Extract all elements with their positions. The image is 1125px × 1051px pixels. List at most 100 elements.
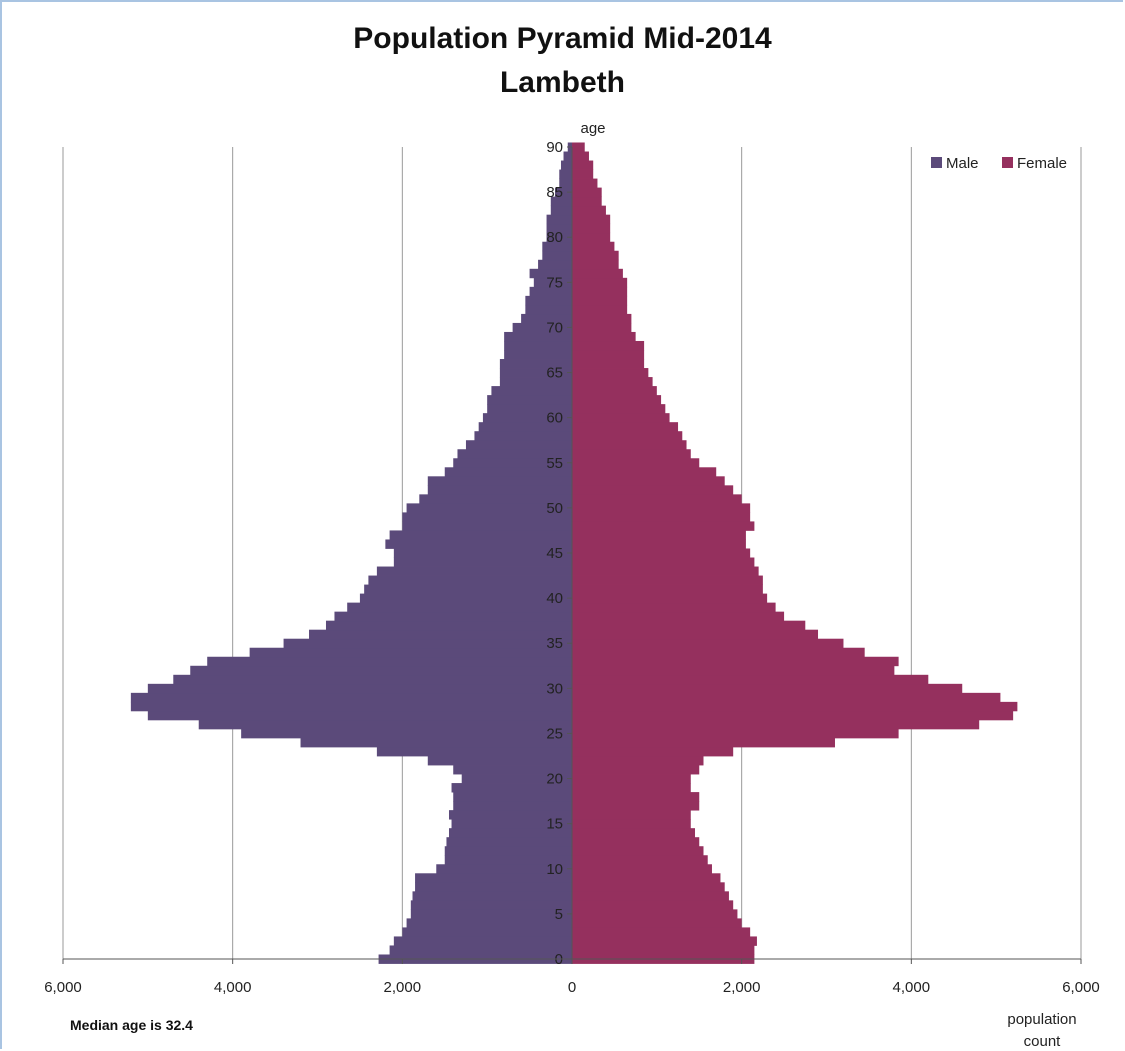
bar-male — [546, 223, 572, 234]
bar-male — [241, 728, 572, 739]
bar-male — [334, 611, 572, 622]
male-bars — [130, 142, 573, 964]
bar-female — [572, 449, 691, 459]
x-axis: 6,000 4,000 2,000 0 2,000 4,000 6,000 — [44, 958, 1100, 996]
bar-female — [572, 476, 725, 486]
bar-male — [147, 683, 573, 694]
y-tick-label: 25 — [546, 725, 563, 742]
bar-male — [412, 891, 572, 901]
bar-male — [427, 485, 572, 495]
bar-male — [560, 160, 572, 170]
bar-female — [572, 413, 670, 423]
y-tick-label: 45 — [546, 545, 563, 562]
bar-male — [559, 169, 572, 179]
x-axis-label-line-2: count — [1024, 1033, 1062, 1050]
bar-female — [572, 728, 899, 739]
y-tick-label: 55 — [546, 455, 563, 472]
y-tick-label: 50 — [546, 500, 563, 517]
bar-female — [572, 792, 700, 802]
bar-female — [572, 918, 742, 928]
y-tick-label: 15 — [546, 816, 563, 833]
bar-female — [572, 539, 746, 549]
bar-male — [533, 277, 572, 288]
bar-male — [542, 250, 572, 261]
bar-male — [504, 340, 572, 351]
bar-male — [427, 756, 572, 766]
bar-female — [572, 286, 628, 297]
bar-female — [572, 783, 691, 793]
bar-male — [427, 476, 572, 486]
bar-male — [546, 214, 572, 225]
bar-male — [555, 187, 572, 198]
bar-male — [529, 268, 572, 279]
bar-male — [389, 945, 572, 955]
bar-male — [487, 404, 572, 414]
bar-female — [572, 322, 632, 333]
legend-swatch-female — [1002, 157, 1013, 168]
bar-female — [572, 512, 751, 522]
bar-male — [249, 647, 572, 658]
bar-male — [444, 846, 572, 856]
bar-male — [130, 701, 572, 712]
bar-male — [478, 422, 572, 432]
bar-female — [572, 223, 611, 234]
bar-male — [385, 539, 572, 549]
y-axis-label: age — [580, 120, 605, 137]
bar-female — [572, 665, 895, 676]
bar-male — [359, 593, 572, 604]
bar-male — [309, 629, 572, 640]
bar-female — [572, 458, 700, 468]
bar-male — [461, 774, 572, 784]
bar-male — [499, 359, 572, 369]
bar-female — [572, 837, 700, 847]
bar-male — [406, 503, 572, 513]
x-tick-label: 0 — [568, 979, 576, 996]
bar-female — [572, 620, 806, 631]
bar-female — [572, 241, 615, 252]
median-age-annotation: Median age is 32.4 — [70, 1017, 193, 1033]
bar-male — [393, 557, 572, 567]
bar-female — [572, 692, 1001, 703]
y-tick-label: 35 — [546, 635, 563, 652]
bar-female — [572, 846, 704, 856]
bar-female — [572, 187, 602, 198]
bar-male — [525, 295, 572, 306]
bar-male — [451, 819, 572, 829]
legend: Male Female — [931, 155, 1067, 172]
bar-male — [499, 368, 572, 378]
bar-female — [572, 422, 679, 432]
bar-female — [572, 810, 691, 820]
legend-swatch-male — [931, 157, 942, 168]
bar-female — [572, 313, 632, 324]
bar-male — [410, 900, 572, 910]
bar-male — [376, 566, 572, 576]
bar-female — [572, 160, 594, 170]
bar-female — [572, 277, 628, 288]
y-tick-label: 80 — [546, 229, 563, 246]
bar-female — [572, 593, 768, 604]
bar-female — [572, 530, 746, 540]
bar-male — [406, 918, 572, 928]
bar-male — [325, 620, 572, 631]
bar-male — [419, 494, 572, 504]
x-tick-label: 2,000 — [384, 979, 422, 996]
bar-male — [393, 936, 572, 946]
bar-female — [572, 719, 980, 730]
bar-male — [368, 575, 572, 585]
bar-female — [572, 611, 785, 622]
x-tick-label: 6,000 — [1062, 979, 1100, 996]
bar-male — [402, 512, 572, 522]
bar-female — [572, 359, 645, 369]
x-tick-label: 4,000 — [893, 979, 931, 996]
bar-female — [572, 855, 708, 865]
bar-male — [198, 719, 572, 730]
bar-male — [546, 232, 572, 243]
bar-male — [415, 882, 572, 892]
bar-male — [173, 674, 573, 685]
bar-male — [550, 205, 572, 216]
bar-female — [572, 431, 683, 441]
bar-male — [347, 602, 572, 613]
y-tick-label: 30 — [546, 680, 563, 697]
bar-female — [572, 331, 636, 342]
